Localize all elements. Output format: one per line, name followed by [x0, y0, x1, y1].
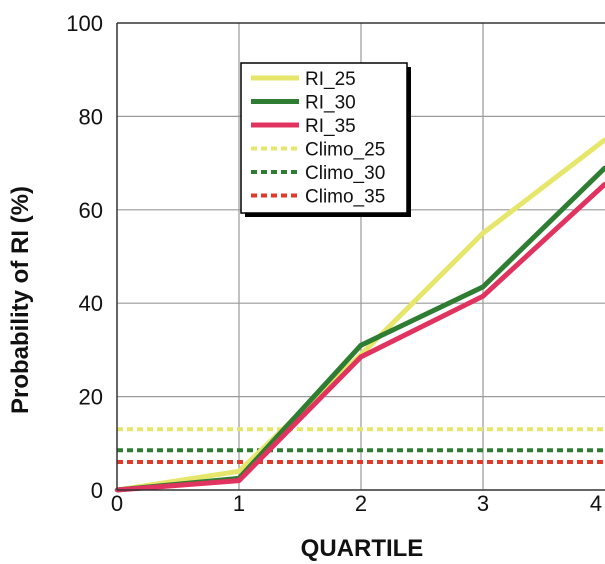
- y-tick-label: 0: [91, 478, 103, 503]
- y-tick-label: 60: [79, 198, 103, 223]
- legend-label: Climo_35: [305, 187, 385, 208]
- legend-label: Climo_25: [305, 140, 385, 161]
- data-point: [358, 343, 364, 348]
- data-point: [480, 284, 486, 290]
- y-tick-label: 100: [66, 11, 103, 36]
- y-tick-label: 40: [79, 291, 103, 316]
- series-lines: [114, 137, 605, 493]
- x-tick-label: 4: [590, 491, 602, 516]
- data-point: [358, 354, 364, 360]
- x-tick-label: 2: [355, 491, 367, 516]
- legend-label: RI_35: [305, 116, 356, 137]
- y-tick-label: 20: [79, 385, 103, 410]
- legend-label: Climo_30: [305, 163, 385, 184]
- x-tick-label: 1: [233, 491, 245, 516]
- data-point: [602, 181, 605, 187]
- data-point: [602, 165, 605, 170]
- x-tick-label: 3: [477, 491, 489, 516]
- data-point: [236, 478, 242, 483]
- data-point: [480, 230, 486, 236]
- legend-box: [240, 62, 408, 214]
- y-axis-title: Probability of RI (%): [7, 186, 34, 414]
- data-point: [480, 293, 486, 299]
- legend-label: RI_25: [305, 69, 356, 90]
- plot-frame: [116, 22, 605, 491]
- x-axis-title: QUARTILE: [301, 535, 424, 562]
- legend-label: RI_30: [305, 93, 356, 114]
- y-tick-label: 80: [79, 104, 103, 129]
- x-tick-label: 0: [111, 491, 123, 516]
- data-point: [602, 137, 605, 142]
- data-point: [236, 469, 242, 474]
